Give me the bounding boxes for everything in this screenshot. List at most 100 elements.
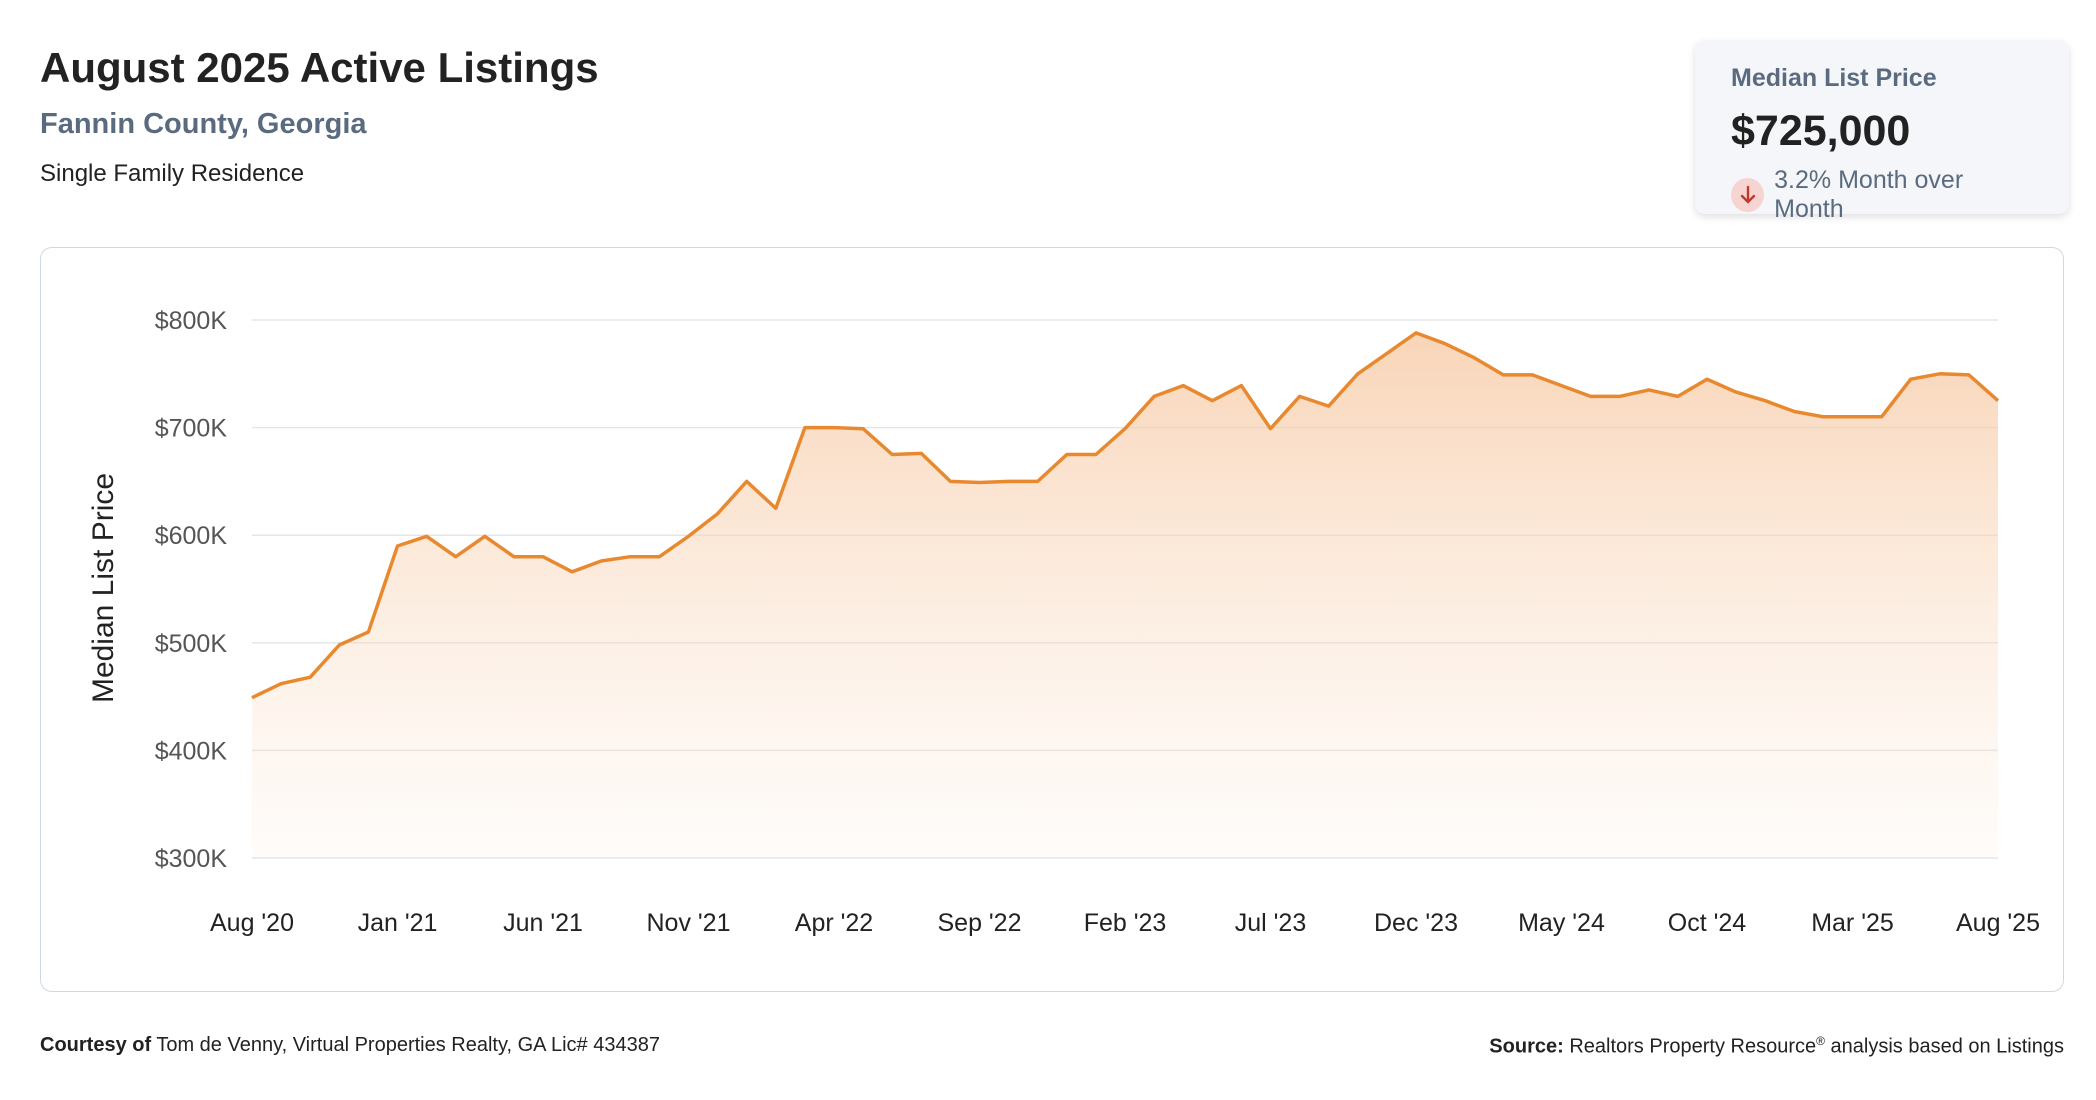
y-axis-title: Median List Price [87, 473, 120, 703]
x-tick-label: Aug '20 [210, 909, 294, 937]
source-text: Realtors Property Resource [1569, 1035, 1817, 1058]
x-tick-label: Aug '25 [1956, 909, 2040, 937]
data-point[interactable] [654, 552, 664, 562]
price-area [252, 332, 1998, 858]
data-point[interactable] [829, 423, 839, 433]
data-point[interactable] [538, 552, 548, 562]
data-point[interactable] [305, 672, 315, 682]
data-point[interactable] [945, 476, 955, 486]
data-point[interactable] [1004, 476, 1014, 486]
data-point[interactable] [1673, 391, 1683, 401]
data-point[interactable] [1993, 396, 2003, 406]
x-tick-label: Nov '21 [647, 909, 731, 937]
data-point[interactable] [567, 567, 577, 577]
data-point[interactable] [1644, 385, 1654, 395]
data-point[interactable] [1149, 391, 1159, 401]
property-type-label: Single Family Residence [40, 160, 305, 187]
data-point[interactable] [1935, 369, 1945, 379]
chart-card: $300K $400K $500K $600K $700K $800K Aug '20 Ja… [40, 247, 2064, 992]
data-point[interactable] [509, 552, 519, 562]
data-point[interactable] [858, 424, 868, 434]
courtesy-text: Tom de Venny, Virtual Properties Realty,… [156, 1034, 660, 1056]
stat-change-text: 3.2% Month over Month [1774, 166, 1964, 223]
data-point[interactable] [887, 450, 897, 460]
courtesy-footer: Courtesy of Tom de Venny, Virtual Proper… [40, 1034, 660, 1057]
data-point[interactable] [1324, 401, 1334, 411]
data-point[interactable] [334, 640, 344, 650]
data-point[interactable] [800, 423, 810, 433]
x-tick-label: Jan '21 [358, 909, 438, 937]
y-tick-label: $800K [155, 307, 228, 335]
data-point[interactable] [771, 503, 781, 513]
x-tick-label: Mar '25 [1811, 909, 1894, 937]
source-label: Source: [1489, 1035, 1564, 1058]
data-point[interactable] [451, 552, 461, 562]
data-point[interactable] [1527, 370, 1537, 380]
data-point[interactable] [975, 478, 985, 488]
source-footer: Source: Realtors Property Resource® anal… [1489, 1034, 2064, 1059]
data-point[interactable] [1062, 450, 1072, 460]
data-point[interactable] [247, 693, 257, 703]
location-subtitle: Fannin County, Georgia [40, 108, 367, 140]
price-line [251, 331, 2000, 700]
data-point[interactable] [916, 448, 926, 458]
data-point[interactable] [684, 531, 694, 541]
x-tick-label: Apr '22 [795, 909, 873, 937]
data-point[interactable] [1964, 370, 1974, 380]
y-tick-label: $700K [155, 415, 228, 443]
data-point[interactable] [1731, 387, 1741, 397]
stat-value: $725,000 [1731, 107, 1911, 155]
data-point[interactable] [742, 476, 752, 486]
data-point[interactable] [1295, 391, 1305, 401]
data-point[interactable] [1906, 374, 1916, 384]
data-point[interactable] [1411, 328, 1421, 338]
data-point[interactable] [1586, 391, 1596, 401]
x-tick-label: May '24 [1518, 909, 1605, 937]
y-tick-label: $600K [155, 522, 228, 550]
median-price-card: Median List Price $725,000 3.2% Month ov… [1695, 40, 2069, 223]
data-point[interactable] [1178, 381, 1188, 391]
page-title: August 2025 Active Listings [40, 44, 599, 91]
data-point[interactable] [1848, 412, 1858, 422]
x-tick-label: Oct '24 [1668, 909, 1747, 937]
y-tick-label: $300K [155, 845, 228, 873]
arrow-down-icon [1731, 178, 1765, 212]
data-point[interactable] [363, 627, 373, 637]
price-chart: $300K $400K $500K $600K $700K $800K Aug '20 Ja… [87, 307, 2040, 937]
courtesy-label: Courtesy of [40, 1034, 152, 1056]
x-tick-label: Jul '23 [1235, 909, 1306, 937]
x-tick-label: Feb '23 [1084, 909, 1167, 937]
data-point[interactable] [625, 552, 635, 562]
data-point[interactable] [1236, 381, 1246, 391]
data-point[interactable] [1557, 381, 1567, 391]
x-tick-label: Sep '22 [937, 909, 1021, 937]
registered-mark: ® [1816, 1034, 1825, 1048]
data-point[interactable] [1469, 353, 1479, 363]
data-point[interactable] [1382, 348, 1392, 358]
x-tick-label: Jun '21 [503, 909, 583, 937]
data-point[interactable] [480, 531, 490, 541]
data-point[interactable] [1120, 424, 1130, 434]
data-point[interactable] [1789, 407, 1799, 417]
source-text-tail: analysis based on Listings [1824, 1035, 2065, 1058]
data-point[interactable] [1615, 391, 1625, 401]
data-point[interactable] [1818, 412, 1828, 422]
data-point[interactable] [713, 509, 723, 519]
data-point[interactable] [1760, 396, 1770, 406]
data-point[interactable] [1353, 369, 1363, 379]
data-point[interactable] [596, 556, 606, 566]
data-point[interactable] [1702, 374, 1712, 384]
data-point[interactable] [1266, 424, 1276, 434]
stat-change: 3.2% Month over Month [1731, 166, 2033, 224]
data-point[interactable] [422, 531, 432, 541]
data-point[interactable] [1207, 396, 1217, 406]
data-point[interactable] [1440, 339, 1450, 349]
data-point[interactable] [276, 679, 286, 689]
data-point[interactable] [1498, 370, 1508, 380]
y-tick-label: $400K [155, 737, 228, 765]
y-tick-label: $500K [155, 630, 228, 658]
data-point[interactable] [1877, 412, 1887, 422]
data-point[interactable] [1091, 450, 1101, 460]
data-point[interactable] [1033, 476, 1043, 486]
data-point[interactable] [393, 541, 403, 551]
